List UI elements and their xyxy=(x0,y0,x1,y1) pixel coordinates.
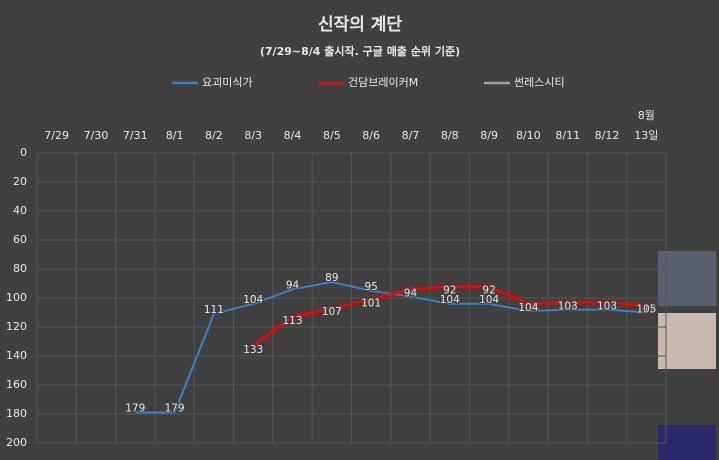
data-label: 107 xyxy=(322,306,342,318)
x-tick-label: 8/8 xyxy=(440,129,459,142)
y-tick-label: 180 xyxy=(6,407,27,420)
series-line xyxy=(252,285,647,347)
y-tick-label: 0 xyxy=(20,146,27,159)
y-tick-label: 80 xyxy=(13,262,27,275)
x-tick-label: 7/29 xyxy=(44,129,69,142)
data-label: 103 xyxy=(558,300,578,312)
x-tick-label: 8/9 xyxy=(480,129,498,142)
chart-subtitle: (7/29~8/4 출시작. 구글 매출 순위 기준) xyxy=(260,44,460,58)
y-tick-label: 20 xyxy=(13,175,27,188)
data-label: 95 xyxy=(364,281,377,293)
data-label: 104 xyxy=(518,302,538,314)
y-tick-label: 140 xyxy=(6,349,27,362)
x-tick-label: 8월 13일 xyxy=(634,109,659,142)
x-tick-label: 8/4 xyxy=(283,129,302,142)
data-label: 92 xyxy=(482,284,495,296)
y-tick-label: 200 xyxy=(6,436,27,449)
chart-title: 신작의 계단 xyxy=(318,15,402,35)
data-label: 103 xyxy=(597,300,617,312)
data-label: 94 xyxy=(404,287,418,299)
data-label: 104 xyxy=(243,294,263,306)
data-label: 179 xyxy=(165,403,185,415)
legend-label: 썬레스시티 xyxy=(514,76,565,89)
y-tick-label: 160 xyxy=(6,378,27,391)
data-label: 104 xyxy=(440,294,460,306)
thumbnail xyxy=(658,425,716,460)
x-tick-label: 8/7 xyxy=(401,129,420,142)
x-tick-label: 8/6 xyxy=(362,129,380,142)
legend-label: 건담브레이커M xyxy=(348,76,418,89)
y-tick-label: 60 xyxy=(13,233,27,246)
data-label: 105 xyxy=(636,303,656,315)
x-tick-label: 8/10 xyxy=(516,129,541,142)
data-label: 111 xyxy=(204,304,224,316)
data-label: 179 xyxy=(125,403,145,415)
x-tick-label: 7/30 xyxy=(83,129,109,142)
x-tick-label: 8/1 xyxy=(165,129,184,142)
data-label: 94 xyxy=(286,279,300,291)
thumbnail xyxy=(658,251,716,306)
x-tick-label: 8/2 xyxy=(205,129,223,142)
y-tick-label: 40 xyxy=(13,204,27,217)
thumbnail xyxy=(658,313,716,369)
data-label: 133 xyxy=(243,344,263,356)
data-label: 113 xyxy=(283,315,303,327)
data-label: 89 xyxy=(325,272,338,284)
x-tick-label: 8/3 xyxy=(244,129,263,142)
x-tick-label: 8/11 xyxy=(555,129,581,142)
x-tick-label: 7/31 xyxy=(122,129,148,142)
data-label: 101 xyxy=(361,297,381,309)
x-tick-label: 8/12 xyxy=(594,129,620,142)
x-tick-label: 8/5 xyxy=(322,129,341,142)
data-label: 104 xyxy=(479,294,499,306)
legend-label: 요괴미식가 xyxy=(202,76,253,89)
y-tick-label: 120 xyxy=(6,320,27,333)
y-tick-label: 100 xyxy=(6,291,27,304)
data-label: 92 xyxy=(443,284,456,296)
